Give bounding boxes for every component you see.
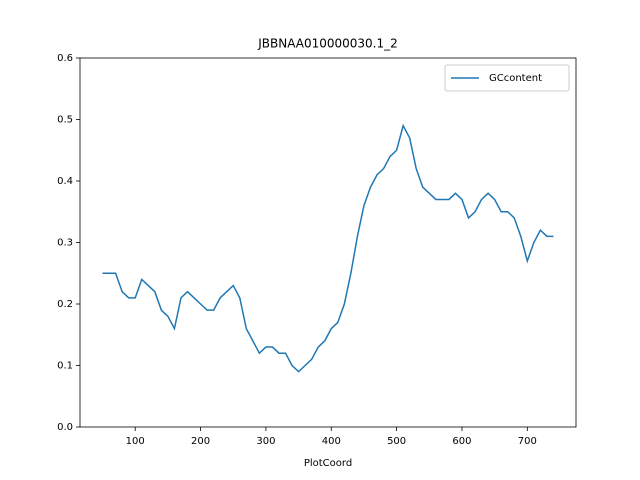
legend-box	[444, 64, 570, 92]
x-tick-label: 400	[322, 436, 341, 447]
data-line	[102, 123, 554, 373]
chart-title: JBBNAA010000030.1_2	[257, 37, 398, 51]
y-tick-label: 0.2	[57, 299, 73, 310]
x-tick-label: 500	[387, 436, 406, 447]
legend-label: GCcontent	[489, 73, 542, 84]
x-tick-label: 200	[191, 436, 210, 447]
y-tick-label: 0.5	[57, 115, 73, 126]
plot-frame	[79, 57, 577, 428]
y-tick-label: 0.3	[57, 238, 73, 249]
y-tick-label: 0.6	[57, 53, 73, 64]
x-tick-label: 700	[518, 436, 537, 447]
x-axis-label: PlotCoord	[304, 458, 352, 469]
y-tick-label: 0.1	[57, 361, 73, 372]
x-tick-label: 100	[126, 436, 145, 447]
x-tick-label: 300	[256, 436, 275, 447]
y-tick-label: 0.0	[57, 422, 73, 433]
y-tick-label: 0.4	[57, 176, 73, 187]
x-tick-label: 600	[452, 436, 471, 447]
